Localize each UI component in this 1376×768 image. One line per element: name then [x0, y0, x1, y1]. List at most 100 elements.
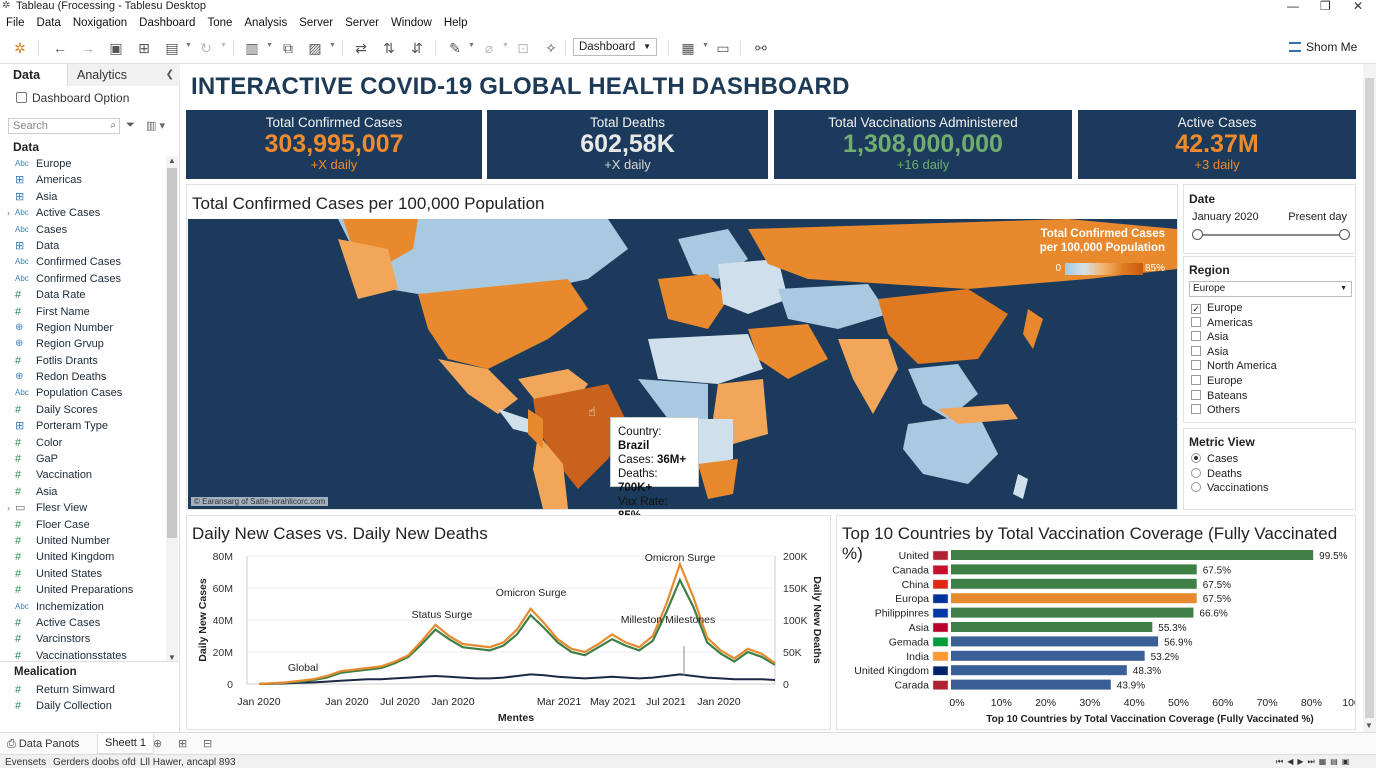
field-item[interactable]: # United Preparations	[0, 582, 166, 598]
bar-chart[interactable]: United 99.5% Canada 67.5% China 67.5% Europa 67…	[837, 546, 1355, 729]
region-checkbox[interactable]: North America	[1191, 360, 1277, 373]
field-list-scrollbar[interactable]: ▲ ▼	[166, 156, 178, 662]
field-item[interactable]: ⊞ Americas	[0, 172, 166, 188]
metric-radio[interactable]: Deaths	[1191, 467, 1242, 481]
field-item[interactable]: Abc Confirmed Cases	[0, 271, 166, 287]
field-item[interactable]: ⊞ Asia	[0, 189, 166, 205]
new-sheet-icon[interactable]: ⊕	[153, 738, 163, 750]
field-item[interactable]: # Asia	[0, 484, 166, 500]
field-item[interactable]: # Vaccination	[0, 467, 166, 483]
tab-data[interactable]: Data	[0, 64, 68, 86]
tableau-home-icon[interactable]: ✲	[14, 40, 26, 56]
date-slider-start-handle[interactable]	[1192, 229, 1203, 240]
search-input[interactable]: Search ⌕	[8, 118, 120, 134]
field-item[interactable]: # Floer Case	[0, 517, 166, 533]
dashboard-option[interactable]: Dashboard Option	[16, 91, 129, 105]
region-checkbox[interactable]: Others	[1191, 404, 1240, 417]
highlight-icon[interactable]: ✎	[449, 40, 461, 56]
share-icon[interactable]: ⚯	[755, 40, 767, 56]
scroll-down-icon[interactable]: ▼	[168, 653, 176, 662]
menu-item[interactable]: Window	[390, 17, 432, 29]
field-item[interactable]: › Abc Active Cases	[0, 205, 166, 221]
region-checkbox[interactable]: Asia	[1191, 331, 1228, 344]
new-dashboard-icon[interactable]: ⊞	[178, 738, 188, 750]
field-item[interactable]: # Active Cases	[0, 615, 166, 631]
data-source-tab[interactable]: ⎙ Data Panots	[7, 738, 80, 750]
field-item[interactable]: # United Kingdom	[0, 549, 166, 565]
dashboard-scrollbar[interactable]: ▼	[1363, 64, 1376, 732]
region-checkbox[interactable]: Americas	[1191, 316, 1253, 330]
restore-icon[interactable]: ❐	[1320, 0, 1331, 13]
new-data-source-icon[interactable]: ⊞	[138, 40, 150, 56]
menu-item[interactable]: Server	[299, 17, 334, 29]
field-item[interactable]: Abc Inchemization	[0, 599, 166, 615]
show-labels-icon[interactable]: ⊡	[517, 40, 529, 56]
metric-radio[interactable]: Cases	[1191, 453, 1238, 466]
pause-updates-icon[interactable]: ▤	[165, 40, 179, 56]
region-select-dropdown[interactable]: Europe ▼	[1189, 281, 1352, 297]
field-item[interactable]: # GaP	[0, 451, 166, 467]
view-options-icon[interactable]: ▥ ▾	[146, 120, 165, 132]
collapse-pane-icon[interactable]: ❮	[165, 69, 174, 80]
field-item[interactable]: ⊞ Porteram Type	[0, 418, 166, 434]
field-item[interactable]: › ▭ Flesr View	[0, 500, 166, 516]
close-icon[interactable]: ✕	[1353, 0, 1364, 13]
sort-ascending-icon[interactable]: ⇅	[383, 40, 395, 56]
field-item[interactable]: # United Number	[0, 533, 166, 549]
refresh-icon[interactable]: ↻	[200, 40, 212, 56]
field-item[interactable]: Abc Cases	[0, 222, 166, 238]
clear-sheet-icon[interactable]: ▨	[308, 40, 322, 56]
date-slider-end-handle[interactable]	[1339, 229, 1350, 240]
region-checkbox[interactable]: Asia	[1191, 345, 1228, 359]
sheet-select-dropdown[interactable]: Dashboard ▼	[573, 38, 657, 56]
field-item[interactable]: # Data Rate	[0, 287, 166, 303]
field-item[interactable]: # Return Simward	[0, 682, 166, 698]
metric-radio[interactable]: Vaccinations	[1191, 482, 1269, 495]
minimize-icon[interactable]: —	[1287, 0, 1299, 13]
save-icon[interactable]: ▣	[109, 40, 123, 56]
new-worksheet-icon[interactable]: ▥	[245, 40, 259, 56]
date-slider-track[interactable]	[1197, 234, 1345, 236]
sort-descending-icon[interactable]: ⇵	[411, 40, 423, 56]
field-item[interactable]: # Daily Scores	[0, 402, 166, 418]
field-item[interactable]: # Daily Collection	[0, 698, 166, 714]
menu-item[interactable]: Tone	[207, 17, 233, 29]
field-item[interactable]: # Vaccinationsstates	[0, 648, 166, 660]
region-checkbox[interactable]: ✓ Europe	[1191, 302, 1242, 315]
duplicate-sheet-icon[interactable]: ⧉	[283, 40, 293, 56]
region-checkbox[interactable]: Bateans	[1191, 389, 1247, 403]
field-item[interactable]: Abc Europe	[0, 156, 166, 172]
tab-analytics[interactable]: Analytics	[68, 64, 180, 86]
scrollbar-thumb[interactable]	[167, 168, 177, 538]
line-chart[interactable]: 0 20M 40M 60M 80M 0 50K 100K 150K 200K Daily New C…	[187, 546, 830, 729]
redo-icon[interactable]: →	[81, 40, 95, 56]
sheet-tab[interactable]: Sheett 1	[97, 734, 154, 754]
show-me-button[interactable]: Shom Me	[1289, 40, 1357, 54]
field-item[interactable]: # Varcinstors	[0, 631, 166, 647]
field-item[interactable]: ⊕ Region Grvup	[0, 336, 166, 352]
dashboard-scrollbar-thumb[interactable]	[1365, 78, 1374, 718]
region-checkbox[interactable]: Europe	[1191, 375, 1242, 388]
menu-item[interactable]: Server	[345, 17, 379, 29]
menu-item[interactable]: Noxigation	[72, 17, 128, 29]
fit-icon[interactable]: ▦	[681, 40, 695, 56]
fix-axes-icon[interactable]: ✧	[545, 40, 557, 56]
swap-rows-columns-icon[interactable]: ⇄	[355, 40, 367, 56]
presentation-mode-icon[interactable]: ▭	[716, 40, 730, 56]
new-story-icon[interactable]: ⊟	[203, 738, 213, 750]
undo-icon[interactable]: ←	[53, 40, 67, 56]
field-item[interactable]: # First Name	[0, 304, 166, 320]
group-members-icon[interactable]: ⌀	[484, 40, 494, 56]
world-map[interactable]: Total Confirmed Cases per 100,000 Popula…	[188, 219, 1177, 509]
menu-item[interactable]: Data	[36, 17, 61, 29]
menu-item[interactable]: File	[6, 17, 25, 29]
menu-item[interactable]: Analysis	[244, 17, 288, 29]
scroll-up-icon[interactable]: ▲	[168, 156, 176, 165]
menu-item[interactable]: Dashboard	[139, 17, 196, 29]
sheet-nav-icons[interactable]: ⏮◀▶⏭▦▤▣	[1276, 757, 1354, 766]
field-item[interactable]: ⊕ Redon Deaths	[0, 369, 166, 385]
expand-chevron-icon[interactable]: ›	[7, 208, 10, 219]
field-item[interactable]: ⊕ Region Number	[0, 320, 166, 336]
field-item[interactable]: # United States	[0, 566, 166, 582]
field-item[interactable]: # Fotlis Drants	[0, 353, 166, 369]
